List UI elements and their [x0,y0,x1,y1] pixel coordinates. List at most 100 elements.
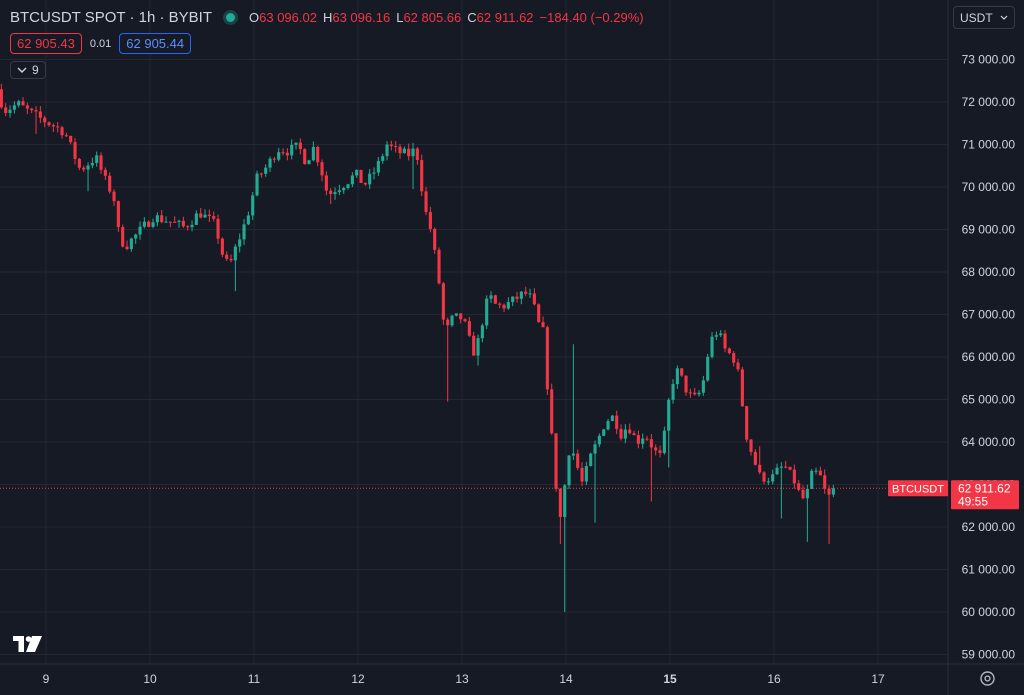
candle-body [333,192,337,195]
candle [818,466,822,476]
candle-body [441,283,445,320]
candle [95,151,99,167]
candle-body [138,226,142,235]
candle-body [571,453,575,456]
candle-body [662,430,666,453]
market-status-icon[interactable] [226,13,235,22]
ohlc-high: H63 096.16 [323,10,390,25]
candle-body [151,222,155,227]
close-key: C [467,10,477,25]
candle-body [480,325,484,339]
candle [86,162,90,192]
candle-body [766,481,770,483]
candle-body [272,158,276,160]
candle-body [489,295,493,299]
candle-body [389,144,393,146]
open-key: O [249,10,260,25]
candle [428,206,432,233]
candle-body [628,429,632,434]
ohlc-low: L62 805.66 [396,10,461,25]
candle-body [428,212,432,229]
candle [675,365,679,389]
candle [597,433,601,448]
candle [60,125,64,139]
candle [333,187,337,200]
candle-body [147,221,151,227]
candle [801,485,805,500]
tradingview-logo-icon[interactable] [13,636,43,653]
candle [784,460,788,469]
candle [294,142,298,150]
candle [649,433,653,502]
candle [394,140,398,153]
candle [372,167,376,180]
candle [38,106,42,124]
candle [610,414,614,422]
candle [727,347,731,355]
candle-body [493,295,497,304]
candle [619,424,623,441]
candle-body [281,152,285,154]
candle-body [745,406,749,440]
candle [779,462,783,519]
candle [550,383,554,435]
candle [311,141,315,162]
candle [190,220,194,232]
candle [766,477,770,485]
candle [186,225,190,231]
chart-legend: BTCUSDT SPOT · 1h · BYBIT O63 096.02 H63… [10,9,644,26]
candle [129,237,133,252]
candle-body [181,220,185,227]
candle [242,219,246,245]
candle [558,488,562,544]
candle-body [177,220,181,222]
candle-body [680,368,684,376]
candles [0,83,835,612]
candle [51,123,55,132]
candle-body [823,475,827,489]
candle-body [805,488,809,499]
settings-gear-icon[interactable] [979,670,996,687]
candle-body [532,293,536,305]
candle-body [719,333,723,336]
candle [121,224,125,248]
candle-body [693,392,697,395]
candle [567,454,571,490]
sell-button[interactable]: 62 905.43 [10,33,82,54]
candle [831,484,835,498]
candle [645,435,649,441]
candle [589,452,593,467]
candle [12,101,16,114]
candle-body [688,392,692,394]
candle-body [307,160,311,165]
buy-button[interactable]: 62 905.44 [119,33,192,54]
candle [116,200,120,232]
indicators-toggle-button[interactable]: 9 [10,61,46,79]
candle [493,294,497,304]
candle-body [25,105,29,109]
candle [238,233,242,253]
currency-select[interactable]: USDT [953,6,1015,29]
candle [225,251,229,261]
trade-panel: 62 905.43 0.01 62 905.44 [10,33,192,54]
candle-body [264,167,268,174]
candle-body [69,135,73,143]
candle-body [0,89,3,108]
candle-body [463,319,467,322]
low-value: 62 805.66 [403,10,462,25]
symbol-title[interactable]: BTCUSDT SPOT · 1h · BYBIT [10,9,212,26]
candle [147,220,151,228]
candle-body [402,148,406,154]
candle [441,281,445,325]
candle-body [238,239,242,247]
candle [693,387,697,396]
price-tick-label: 65 000.00 [962,393,1016,407]
candle [654,444,658,456]
candle-body [294,142,298,145]
candle [233,244,237,292]
candle [667,397,671,468]
candle-body [740,369,744,407]
candle [480,323,484,343]
candle-body [615,415,619,429]
